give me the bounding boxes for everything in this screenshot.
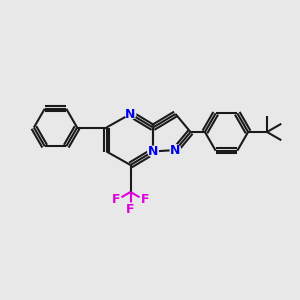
Text: F: F xyxy=(112,193,120,206)
Text: F: F xyxy=(141,193,149,206)
Circle shape xyxy=(148,146,158,157)
Text: F: F xyxy=(126,202,135,216)
Circle shape xyxy=(140,195,148,204)
Text: N: N xyxy=(148,145,158,158)
Text: N: N xyxy=(170,143,181,157)
Circle shape xyxy=(170,145,181,155)
Text: N: N xyxy=(125,107,136,121)
Circle shape xyxy=(126,203,135,212)
Circle shape xyxy=(125,109,136,119)
Circle shape xyxy=(112,195,122,204)
